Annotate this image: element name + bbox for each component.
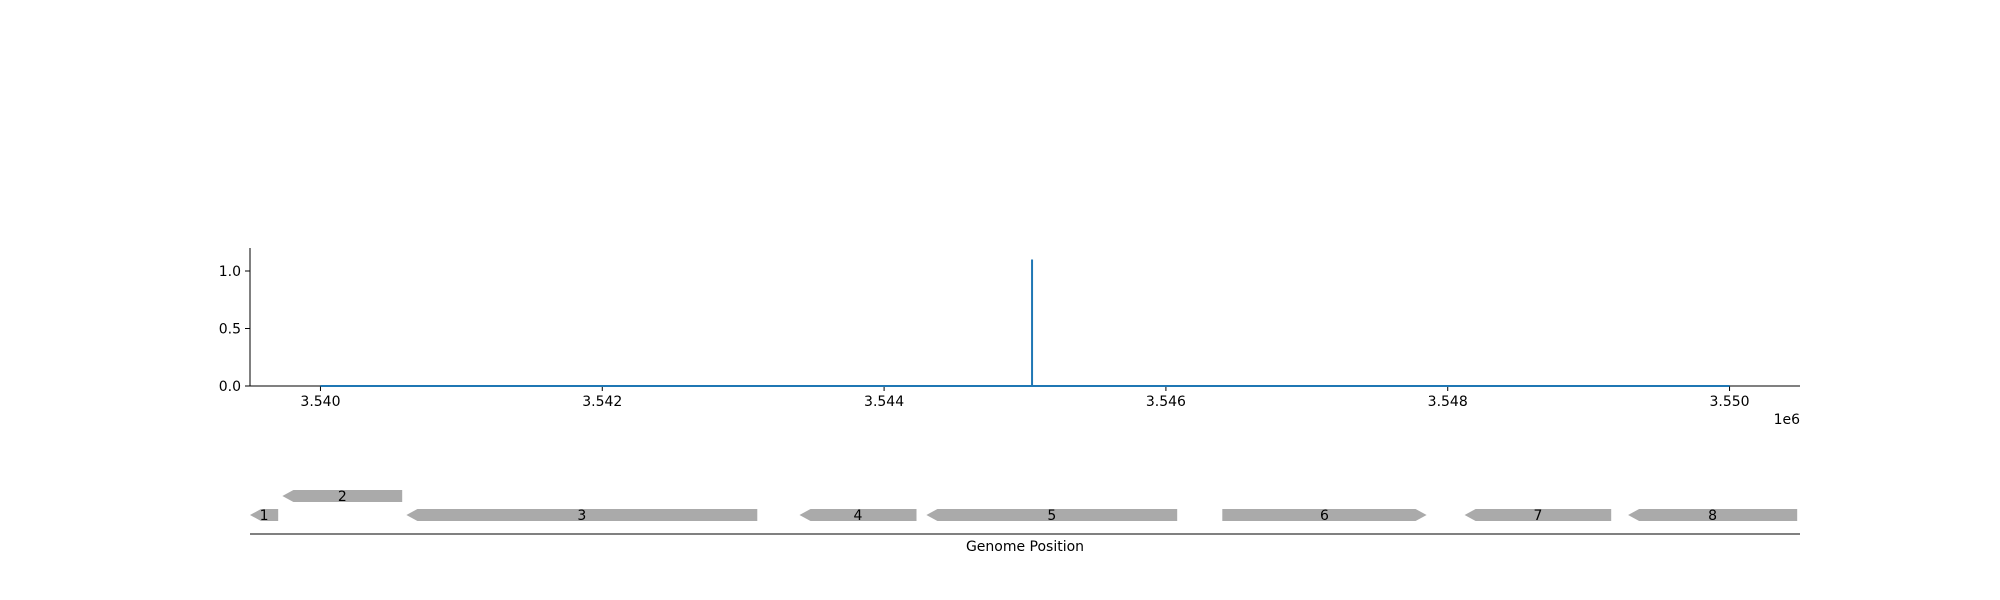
signal-line — [320, 259, 1730, 387]
gene-arrow — [1464, 509, 1612, 521]
gene-2: 2 — [282, 489, 403, 505]
x-ticks: 3.540 3.542 3.544 3.546 3.548 3.550 — [300, 386, 1750, 410]
y-tick-label: 1.0 — [219, 264, 241, 280]
y-tick-label: 0.5 — [219, 322, 241, 338]
gene-arrow — [1628, 509, 1798, 521]
gene-arrow — [282, 490, 403, 502]
gene-6: 6 — [1222, 508, 1427, 524]
gene-label: 2 — [338, 489, 347, 505]
x-tick-label: 3.546 — [1146, 394, 1186, 410]
x-tick-label: 3.540 — [300, 394, 340, 410]
gene-label: 6 — [1320, 508, 1329, 524]
gene-1: 1 — [250, 508, 279, 524]
signal-panel: 3.540 3.542 3.544 3.546 3.548 3.550 0.0 0.5 1.0… — [219, 248, 1800, 428]
gene-arrow — [926, 509, 1178, 521]
gene-arrow — [1222, 509, 1427, 521]
gene-4: 4 — [799, 508, 917, 524]
x-offset-label: 1e6 — [1774, 412, 1801, 428]
gene-arrow — [250, 509, 279, 521]
gene-label: 4 — [854, 508, 863, 524]
gene-label: 5 — [1047, 508, 1056, 524]
gene-label: 1 — [260, 508, 269, 524]
y-tick-label: 0.0 — [219, 379, 241, 395]
x-tick-label: 3.550 — [1709, 394, 1749, 410]
gene-5: 5 — [926, 508, 1178, 524]
gene-label: 3 — [577, 508, 586, 524]
gene-track: 1 2 3 4 5 6 7 8 Genome Position — [250, 489, 1800, 555]
x-tick-label: 3.544 — [864, 394, 904, 410]
y-ticks: 0.0 0.5 1.0 — [219, 264, 250, 395]
gene-arrow — [406, 509, 758, 521]
gene-3: 3 — [406, 508, 758, 524]
x-tick-label: 3.542 — [582, 394, 622, 410]
gene-7: 7 — [1464, 508, 1612, 524]
gene-arrow — [799, 509, 917, 521]
gene-label: 7 — [1533, 508, 1542, 524]
x-tick-label: 3.548 — [1428, 394, 1468, 410]
gene-list: 1 2 3 4 5 6 7 8 — [250, 489, 1798, 524]
gene-8: 8 — [1628, 508, 1798, 524]
gene-track-xlabel: Genome Position — [966, 539, 1084, 555]
gene-label: 8 — [1708, 508, 1717, 524]
